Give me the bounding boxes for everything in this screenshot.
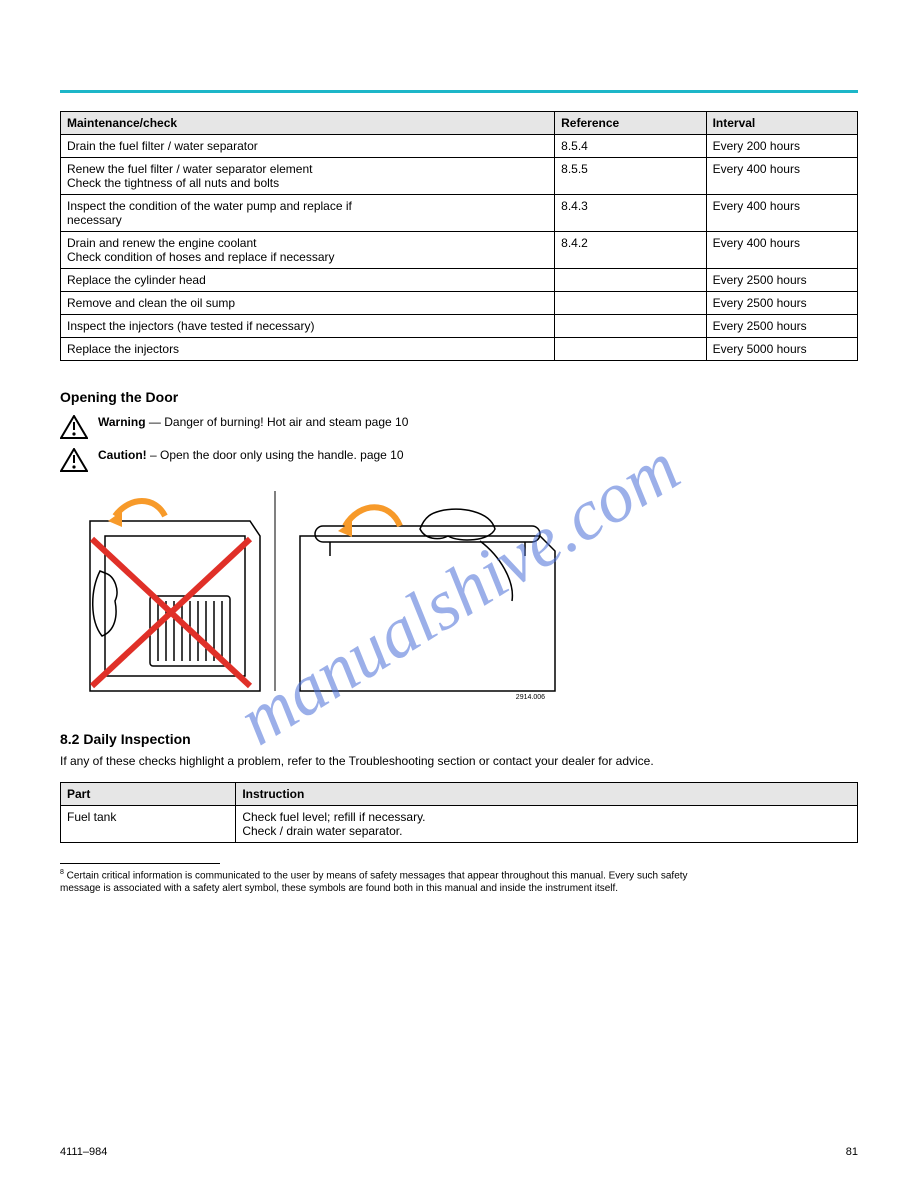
col-header-inst: Instruction [236,782,858,805]
cell-task: Replace the injectors [61,338,555,361]
cell-task: Inspect the condition of the water pump … [61,195,555,232]
table-row: Inspect the condition of the water pump … [61,195,858,232]
maintenance-table: Maintenance/check Reference Interval Dra… [60,111,858,361]
table-row: Drain the fuel filter / water separator8… [61,135,858,158]
svg-text:2914.006: 2914.006 [516,694,545,701]
cell-interval: Every 5000 hours [706,338,857,361]
footnote: 8 Certain critical information is commun… [60,868,700,895]
cell-task: Drain and renew the engine coolant Check… [61,232,555,269]
cell-interval: Every 2500 hours [706,315,857,338]
col-header-task: Maintenance/check [61,112,555,135]
cell-ref: 8.5.5 [555,158,706,195]
footer-left: 4111–984 [60,1146,107,1158]
warning-open-text: Caution! – Open the door only using the … [98,448,404,462]
table-row: Renew the fuel filter / water separator … [61,158,858,195]
table-header-row: Part Instruction [61,782,858,805]
cell-ref: 8.5.4 [555,135,706,158]
cell-ref [555,338,706,361]
door-illustration: 2914.006 [60,481,560,701]
cell-ref [555,269,706,292]
inspection-heading: 8.2 Daily Inspection [60,731,858,747]
table-row: Fuel tankCheck fuel level; refill if nec… [61,805,858,842]
table-header-row: Maintenance/check Reference Interval [61,112,858,135]
inspection-intro: If any of these checks highlight a probl… [60,753,858,770]
door-heading: Opening the Door [60,389,858,405]
cell-task: Inspect the injectors (have tested if ne… [61,315,555,338]
cell-interval: Every 400 hours [706,195,857,232]
cell-ref: 8.4.2 [555,232,706,269]
footnote-rule [60,863,220,864]
cell-interval: Every 400 hours [706,158,857,195]
warning-open-body: – Open the door only using the handle. p… [147,448,404,462]
warning-icon [60,415,88,442]
footer-right: 81 [846,1146,858,1158]
table-row: Replace the injectors Every 5000 hours [61,338,858,361]
cell-task: Replace the cylinder head [61,269,555,292]
cell-interval: Every 2500 hours [706,292,857,315]
cell-instruction: Check fuel level; refill if necessary. C… [236,805,858,842]
cell-ref [555,315,706,338]
col-header-ref: Reference [555,112,706,135]
cell-interval: Every 200 hours [706,135,857,158]
table-row: Inspect the injectors (have tested if ne… [61,315,858,338]
table-row: Replace the cylinder head Every 2500 hour… [61,269,858,292]
cell-part: Fuel tank [61,805,236,842]
warning-burn-label: Warning [98,415,146,429]
cell-task: Remove and clean the oil sump [61,292,555,315]
warning-icon [60,448,88,475]
cell-ref: 8.4.3 [555,195,706,232]
warning-burn-body: — Danger of burning! Hot air and steam p… [146,415,409,429]
inspection-table: Part Instruction Fuel tankCheck fuel lev… [60,782,858,843]
warning-burn: Warning — Danger of burning! Hot air and… [60,415,858,442]
col-header-part: Part [61,782,236,805]
warning-open: Caution! – Open the door only using the … [60,448,858,475]
cell-task: Drain the fuel filter / water separator [61,135,555,158]
col-header-int: Interval [706,112,857,135]
cell-interval: Every 400 hours [706,232,857,269]
table-row: Drain and renew the engine coolant Check… [61,232,858,269]
warning-open-label: Caution! [98,448,147,462]
page-footer: 4111–984 81 [60,1146,858,1158]
cell-ref [555,292,706,315]
footnote-text: Certain critical information is communic… [60,870,688,894]
cell-task: Renew the fuel filter / water separator … [61,158,555,195]
warning-burn-text: Warning — Danger of burning! Hot air and… [98,415,408,429]
top-rule [60,90,858,93]
cell-interval: Every 2500 hours [706,269,857,292]
table-row: Remove and clean the oil sump Every 2500 … [61,292,858,315]
